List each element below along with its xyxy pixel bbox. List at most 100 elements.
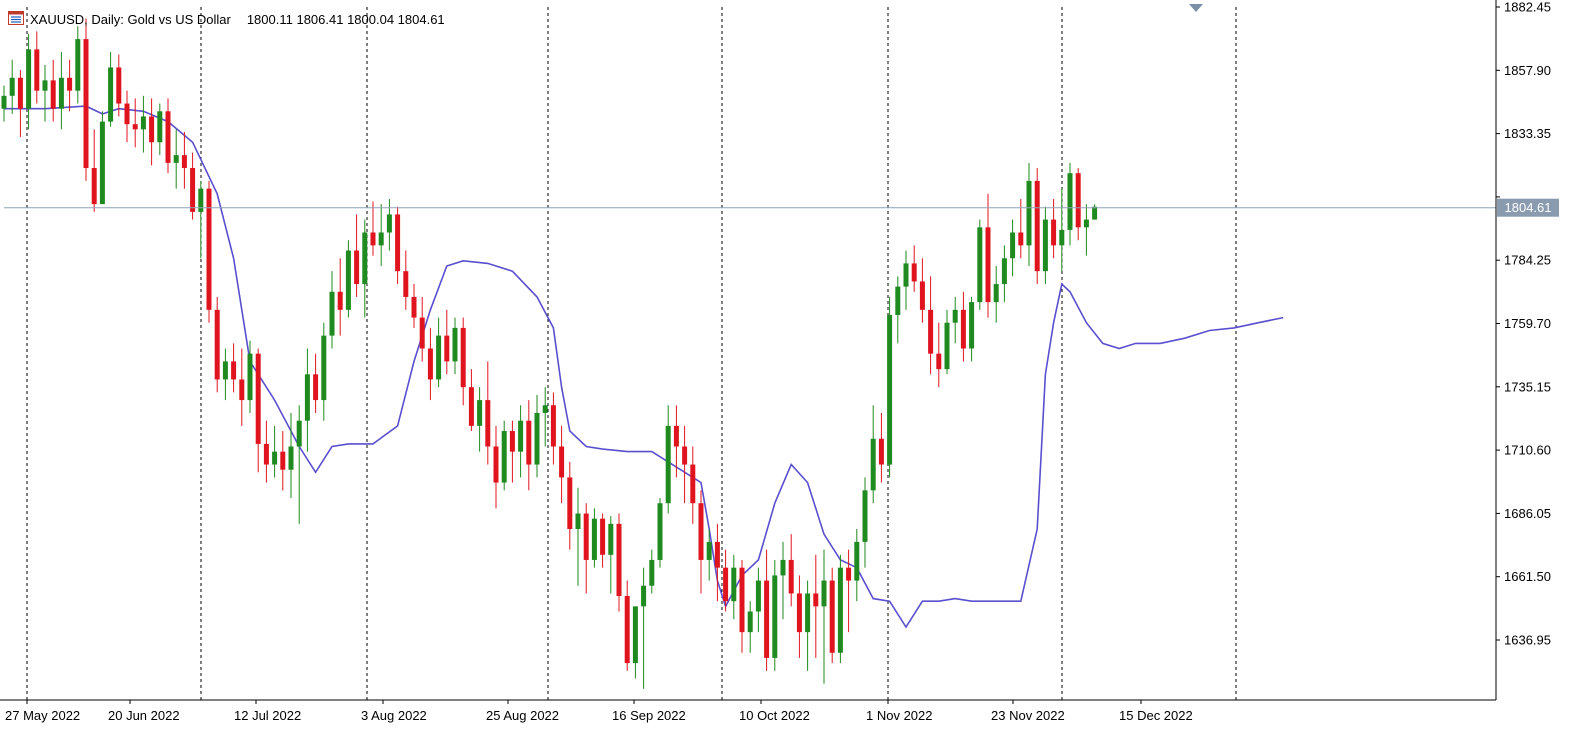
candle-body (919, 281, 925, 310)
candle-body (608, 523, 614, 555)
candle-body (1059, 229, 1065, 246)
symbol-icon[interactable] (8, 11, 24, 28)
candle (99, 111, 105, 205)
candle-body (960, 309, 966, 349)
candle (190, 152, 196, 220)
candle-body (460, 327, 466, 388)
candle (714, 523, 720, 602)
candle (509, 420, 515, 483)
candle-body (542, 405, 548, 413)
candle (477, 387, 483, 452)
candle-body (493, 446, 499, 483)
candle-body (509, 431, 515, 452)
candle-body (690, 464, 696, 504)
candle (952, 296, 958, 344)
candle (755, 567, 761, 633)
candle (977, 219, 983, 310)
candle (673, 405, 679, 478)
candle (1059, 188, 1065, 272)
candle (731, 554, 737, 620)
x-tick-label: 16 Sep 2022 (612, 708, 686, 723)
chart-shift-marker-icon[interactable] (1189, 4, 1203, 12)
y-tick-label: 1857.90 (1504, 63, 1551, 78)
candle-body (477, 400, 483, 426)
candle (501, 420, 507, 491)
candle-body (239, 379, 245, 401)
candle (83, 18, 89, 181)
candle-body (559, 446, 565, 478)
candle (993, 266, 999, 323)
candle-body (698, 503, 704, 560)
candle-body (34, 49, 40, 91)
candle (813, 554, 819, 658)
candle (1034, 168, 1040, 285)
candle-body (165, 111, 171, 163)
x-tick-label: 3 Aug 2022 (361, 708, 427, 723)
candle (698, 490, 704, 594)
candle-body (928, 309, 934, 354)
candle-body (222, 361, 228, 380)
candle (17, 70, 23, 138)
candle (329, 271, 335, 349)
candle (608, 516, 614, 594)
candle-body (9, 77, 15, 96)
candle (600, 513, 606, 568)
y-tick-label: 1784.25 (1504, 253, 1551, 268)
candle-body (518, 420, 524, 452)
candle (222, 348, 228, 401)
candle (518, 405, 524, 478)
candle-body (263, 443, 269, 465)
moving-average-line (4, 105, 1284, 629)
candle (26, 33, 32, 130)
candle (493, 425, 499, 509)
candle (1083, 204, 1089, 256)
candle-body (649, 559, 655, 586)
candle (829, 567, 835, 664)
candle (969, 296, 975, 362)
candle-body (1026, 180, 1032, 246)
candles-series (1, 18, 1098, 689)
candle (788, 534, 794, 607)
candle-body (501, 431, 507, 483)
candle-body (190, 168, 196, 212)
candle-body (903, 263, 909, 287)
candle (985, 193, 991, 318)
candle-body (1067, 173, 1073, 230)
current-price-line: 1804.61 (4, 198, 1559, 217)
candle (534, 394, 540, 478)
candle-body (313, 374, 319, 401)
candle (354, 214, 360, 297)
candle-body (641, 585, 647, 607)
candle-body (526, 420, 532, 465)
candle (870, 405, 876, 504)
candle-body (1001, 258, 1007, 285)
x-tick-label: 10 Oct 2022 (739, 708, 810, 723)
candle-body (657, 503, 663, 560)
candle (280, 431, 286, 491)
candle (1067, 162, 1073, 246)
candle-body (427, 348, 433, 380)
y-tick-label: 1735.15 (1504, 379, 1551, 394)
candle (386, 198, 392, 251)
candle-body (632, 606, 638, 664)
candle-body (58, 77, 64, 109)
candle (862, 477, 868, 568)
candle (181, 131, 187, 189)
candle (1075, 168, 1081, 241)
candle (682, 425, 688, 504)
candle-body (124, 103, 130, 125)
candle-body (731, 567, 737, 602)
candle (370, 201, 376, 256)
candle (460, 317, 466, 406)
candle (764, 549, 770, 671)
candle-body (17, 77, 23, 109)
candle (1026, 162, 1032, 267)
candle (42, 64, 48, 122)
candle (821, 549, 827, 684)
candle (887, 296, 893, 478)
candle-body (116, 67, 122, 104)
candle (944, 309, 950, 375)
candle-body (821, 580, 827, 607)
candle-body (764, 580, 770, 658)
